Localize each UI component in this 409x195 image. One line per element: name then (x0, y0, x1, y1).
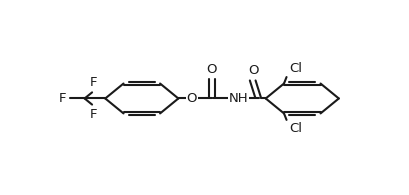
Text: F: F (58, 92, 66, 105)
Text: O: O (206, 63, 216, 76)
Text: Cl: Cl (289, 61, 302, 74)
Text: NH: NH (228, 92, 248, 105)
Text: F: F (90, 108, 97, 121)
Text: Cl: Cl (289, 122, 302, 136)
Text: O: O (248, 65, 258, 77)
Text: F: F (90, 76, 97, 89)
Text: O: O (186, 92, 196, 105)
